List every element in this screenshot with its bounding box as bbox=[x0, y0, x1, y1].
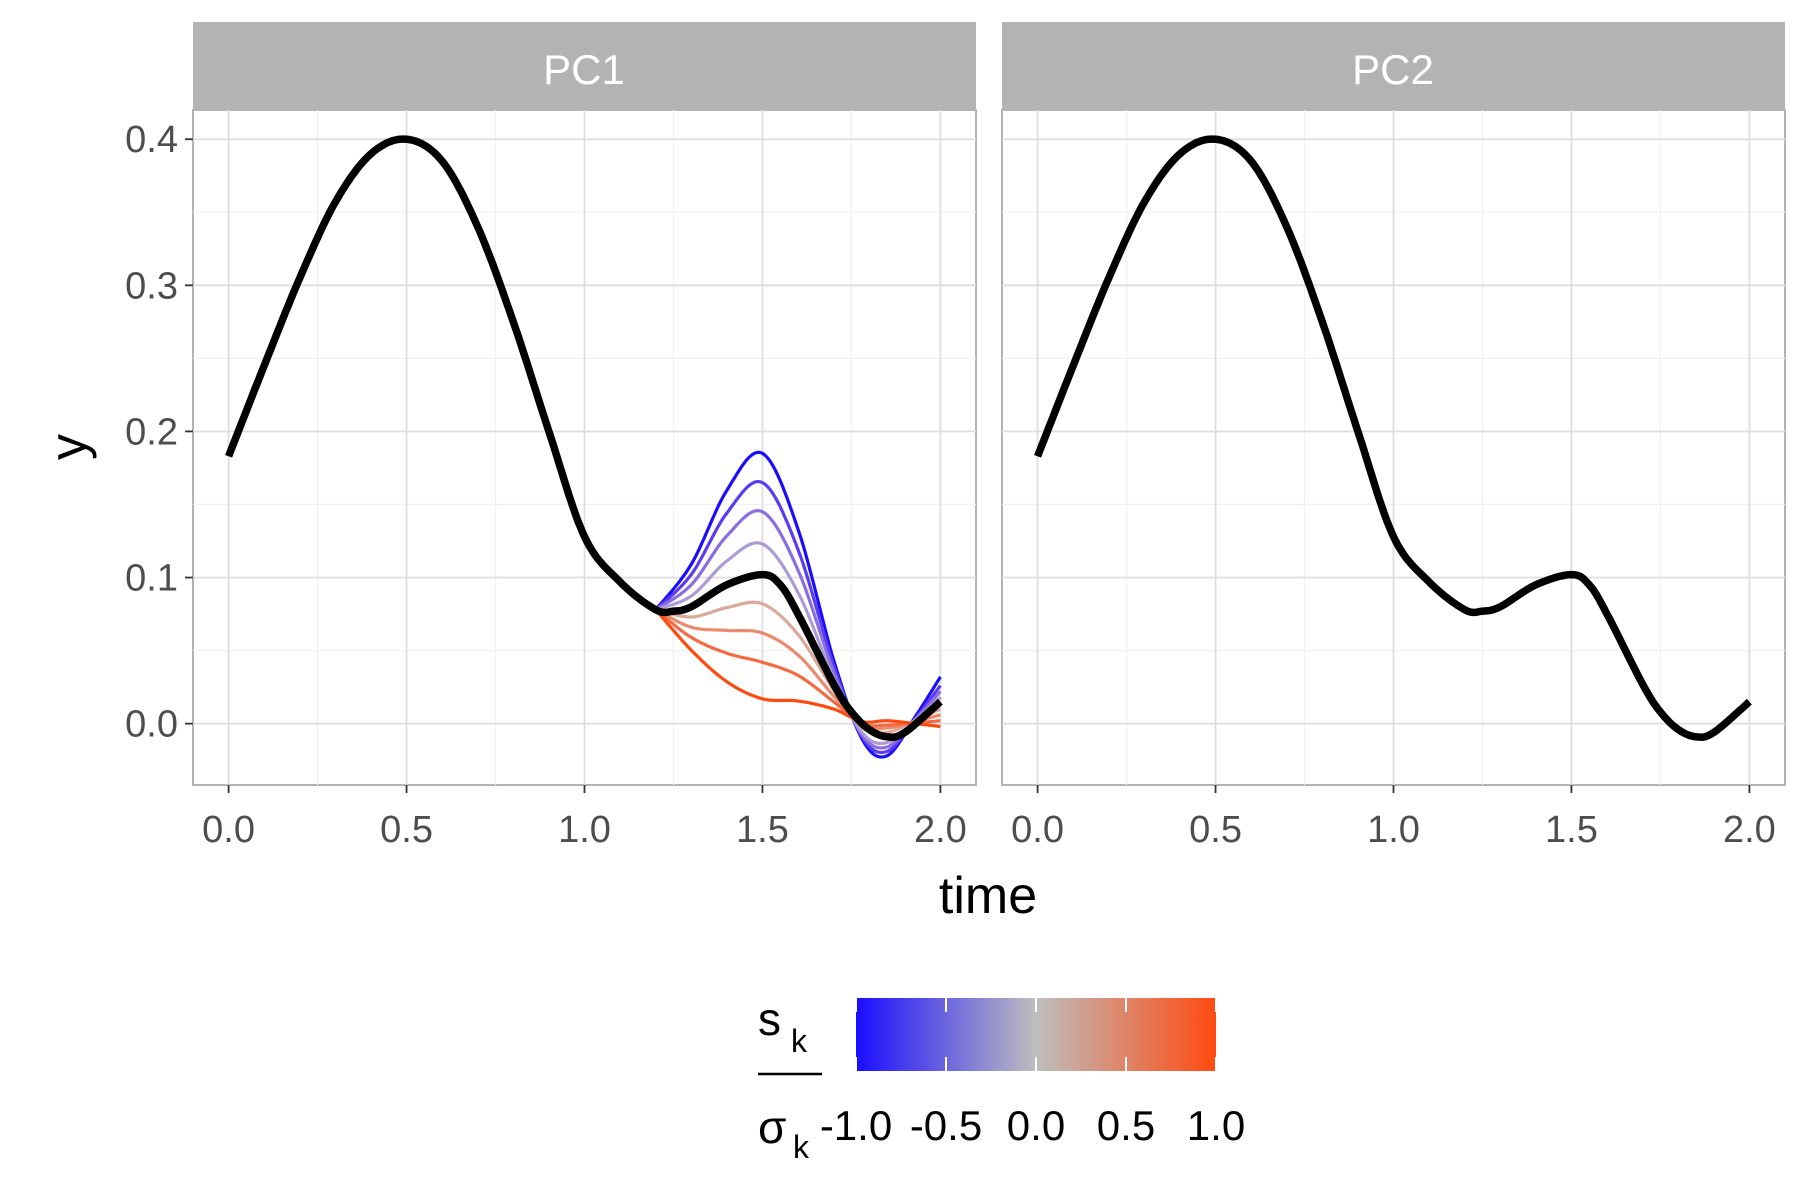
series-layer-pc2 bbox=[1034, 135, 1752, 741]
strip-pc1 bbox=[193, 22, 976, 110]
variation-line bbox=[655, 600, 942, 735]
grid-pc2 bbox=[1002, 110, 1785, 785]
legend-title-denominator: σ bbox=[758, 1101, 786, 1153]
y-ticks: 0.0 0.1 0.2 0.3 0.4 bbox=[125, 119, 193, 746]
legend-tick-label: 1.0 bbox=[1187, 1102, 1245, 1149]
x-tick-label: 0.0 bbox=[202, 809, 255, 851]
y-tick-label: 0.0 bbox=[125, 704, 178, 746]
legend-title-numerator: s bbox=[758, 993, 781, 1045]
x-tick-label: 1.5 bbox=[1545, 809, 1598, 851]
y-tick-label: 0.1 bbox=[125, 558, 178, 600]
y-tick-label: 0.3 bbox=[125, 265, 178, 307]
y-tick-label: 0.2 bbox=[125, 411, 178, 453]
variation-line bbox=[654, 608, 941, 728]
legend-tick-label: -0.5 bbox=[910, 1102, 982, 1149]
strip-pc2 bbox=[1002, 22, 1785, 110]
grid-pc1 bbox=[193, 110, 976, 785]
x-tick-label: 1.5 bbox=[736, 809, 789, 851]
legend-title-denominator-sub: k bbox=[793, 1129, 810, 1165]
y-tick-label: 0.4 bbox=[125, 119, 178, 161]
panel-pc2: PC2 0.0 0.5 1.0 1.5 2.0 bbox=[1001, 22, 1786, 851]
mean-line bbox=[1034, 135, 1752, 741]
x-tick-label: 1.0 bbox=[558, 809, 611, 851]
x-tick-label: 0.5 bbox=[380, 809, 433, 851]
x-tick-label: 2.0 bbox=[914, 809, 967, 851]
legend-tick-label: 0.0 bbox=[1007, 1102, 1065, 1149]
x-tick-label: 0.0 bbox=[1011, 809, 1064, 851]
x-tick-label: 2.0 bbox=[1723, 809, 1776, 851]
y-axis-title: y bbox=[40, 434, 98, 460]
x-tick-label: 0.5 bbox=[1189, 809, 1242, 851]
panel-pc1: PC1 0.0 0.5 1.0 1.5 2.0 bbox=[192, 22, 977, 851]
strip-label-pc1: PC1 bbox=[543, 46, 625, 93]
legend: s k σ k -1.0 -0.5 0.0 0.5 1.0 bbox=[758, 993, 1245, 1165]
legend-title-numerator-sub: k bbox=[791, 1023, 808, 1059]
legend-tick-label: -1.0 bbox=[820, 1102, 892, 1149]
x-tick-label: 1.0 bbox=[1367, 809, 1420, 851]
legend-ticks: -1.0 -0.5 0.0 0.5 1.0 bbox=[820, 998, 1245, 1149]
series-layer-pc1 bbox=[225, 135, 943, 759]
mean-line bbox=[225, 135, 943, 741]
strip-label-pc2: PC2 bbox=[1352, 46, 1434, 93]
x-axis-title: time bbox=[939, 867, 1037, 925]
x-ticks-pc2: 0.0 0.5 1.0 1.5 2.0 bbox=[1011, 785, 1776, 851]
x-ticks-pc1: 0.0 0.5 1.0 1.5 2.0 bbox=[202, 785, 967, 851]
variation-line bbox=[654, 608, 941, 729]
legend-tick-label: 0.5 bbox=[1097, 1102, 1155, 1149]
